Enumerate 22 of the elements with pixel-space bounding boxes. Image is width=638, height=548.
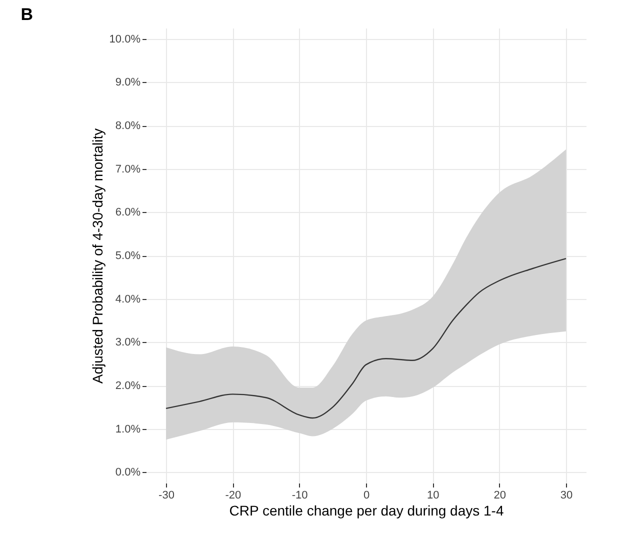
y-tick-label: 9.0% xyxy=(115,76,141,89)
y-tick-label: 10.0% xyxy=(109,33,141,46)
y-tick-label: 3.0% xyxy=(115,336,141,349)
x-tick-label: -20 xyxy=(225,490,242,502)
y-tick-label: 4.0% xyxy=(115,293,141,306)
y-tick-label: 1.0% xyxy=(115,423,141,436)
y-tick-label: 7.0% xyxy=(115,163,141,176)
y-tick-label: 5.0% xyxy=(115,250,141,262)
x-axis-title: CRP centile change per day during days 1-4 xyxy=(229,502,504,518)
x-tick-label: 30 xyxy=(560,490,573,502)
y-tick-label: 0.0% xyxy=(115,466,141,479)
y-tick-label: 8.0% xyxy=(115,120,141,132)
line-series xyxy=(165,258,567,419)
text: B xyxy=(20,5,34,24)
x-tick-label: 0 xyxy=(363,490,370,502)
x-tick-label: -30 xyxy=(158,490,174,502)
y-tick-label: 2.0% xyxy=(115,380,141,392)
x-tick-label: -10 xyxy=(292,490,308,502)
y-axis-title: Adjusted Probability of 4-30-day mortality xyxy=(89,128,106,384)
y-tick-label: 6.0% xyxy=(115,206,141,219)
x-tick-label: 20 xyxy=(494,490,506,502)
x-tick-label: 10 xyxy=(427,490,440,502)
